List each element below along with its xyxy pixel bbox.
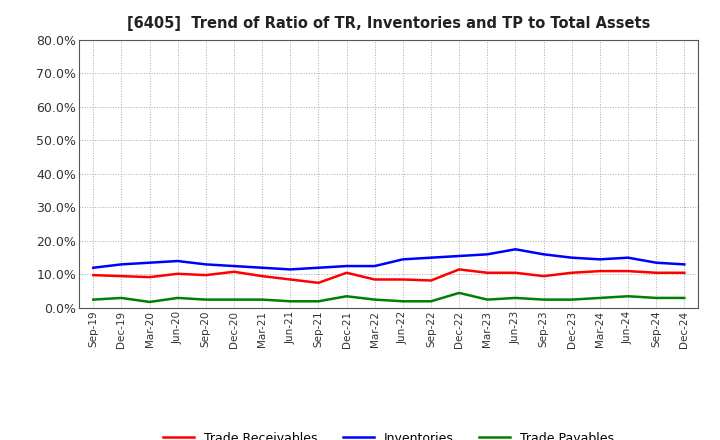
Line: Trade Payables: Trade Payables xyxy=(94,293,684,302)
Inventories xyxy=(342,264,351,269)
Trade Receivables xyxy=(455,267,464,272)
Trade Payables xyxy=(427,299,436,304)
Inventories xyxy=(539,252,548,257)
Trade Receivables xyxy=(483,270,492,275)
Inventories xyxy=(314,265,323,270)
Trade Receivables xyxy=(230,269,238,275)
Inventories xyxy=(652,260,660,265)
Trade Payables xyxy=(117,295,126,301)
Trade Receivables xyxy=(258,274,266,279)
Trade Receivables xyxy=(427,278,436,283)
Inventories xyxy=(483,252,492,257)
Inventories xyxy=(258,265,266,270)
Legend: Trade Receivables, Inventories, Trade Payables: Trade Receivables, Inventories, Trade Pa… xyxy=(158,427,619,440)
Inventories xyxy=(89,265,98,270)
Trade Payables xyxy=(370,297,379,302)
Trade Receivables xyxy=(680,270,688,275)
Trade Payables xyxy=(567,297,576,302)
Inventories xyxy=(174,258,182,264)
Inventories xyxy=(399,257,408,262)
Trade Payables xyxy=(342,293,351,299)
Trade Payables xyxy=(145,299,154,304)
Trade Payables xyxy=(539,297,548,302)
Inventories xyxy=(624,255,632,260)
Inventories xyxy=(230,264,238,269)
Trade Receivables xyxy=(174,271,182,276)
Trade Payables xyxy=(624,293,632,299)
Line: Inventories: Inventories xyxy=(94,249,684,269)
Trade Payables xyxy=(286,299,294,304)
Inventories xyxy=(370,264,379,269)
Trade Receivables xyxy=(145,275,154,280)
Trade Receivables xyxy=(89,272,98,278)
Trade Payables xyxy=(595,295,604,301)
Inventories xyxy=(595,257,604,262)
Trade Receivables xyxy=(539,274,548,279)
Trade Receivables xyxy=(342,270,351,275)
Inventories xyxy=(680,262,688,267)
Trade Payables xyxy=(89,297,98,302)
Trade Receivables xyxy=(595,268,604,274)
Trade Payables xyxy=(258,297,266,302)
Inventories xyxy=(117,262,126,267)
Trade Payables xyxy=(399,299,408,304)
Trade Payables xyxy=(230,297,238,302)
Trade Receivables xyxy=(624,268,632,274)
Trade Payables xyxy=(174,295,182,301)
Inventories xyxy=(145,260,154,265)
Inventories xyxy=(202,262,210,267)
Trade Receivables xyxy=(314,280,323,286)
Trade Receivables xyxy=(652,270,660,275)
Trade Payables xyxy=(511,295,520,301)
Trade Payables xyxy=(652,295,660,301)
Trade Payables xyxy=(483,297,492,302)
Title: [6405]  Trend of Ratio of TR, Inventories and TP to Total Assets: [6405] Trend of Ratio of TR, Inventories… xyxy=(127,16,650,32)
Trade Receivables xyxy=(567,270,576,275)
Trade Receivables xyxy=(117,274,126,279)
Trade Payables xyxy=(314,299,323,304)
Trade Payables xyxy=(202,297,210,302)
Inventories xyxy=(427,255,436,260)
Inventories xyxy=(567,255,576,260)
Line: Trade Receivables: Trade Receivables xyxy=(94,269,684,283)
Trade Receivables xyxy=(511,270,520,275)
Trade Receivables xyxy=(399,277,408,282)
Trade Payables xyxy=(455,290,464,296)
Trade Receivables xyxy=(286,277,294,282)
Inventories xyxy=(286,267,294,272)
Trade Payables xyxy=(680,295,688,301)
Trade Receivables xyxy=(370,277,379,282)
Trade Receivables xyxy=(202,272,210,278)
Inventories xyxy=(511,247,520,252)
Inventories xyxy=(455,253,464,259)
